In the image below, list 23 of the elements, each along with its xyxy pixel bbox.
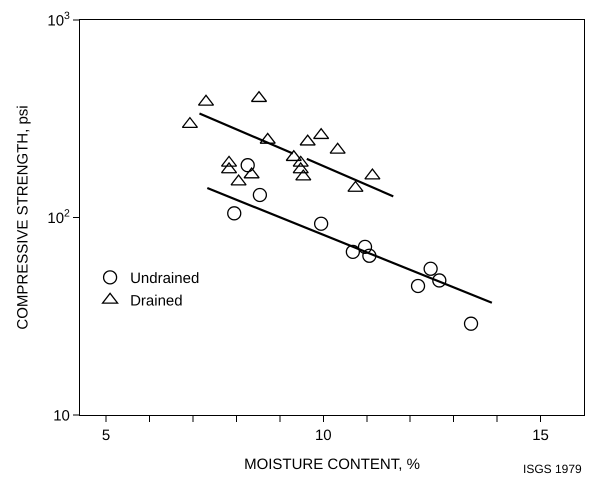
- y-tick-label: 10$^{2}$: [47, 207, 70, 227]
- x-axis-title: MOISTURE CONTENT, %: [244, 456, 420, 474]
- point: [432, 273, 446, 288]
- x-tick-label: 15: [532, 427, 549, 444]
- legend-label: Undrained: [130, 270, 200, 288]
- point: [346, 244, 360, 259]
- point: [252, 188, 268, 202]
- y-axis-title: COMPRESSIVE STRENGTH, psi: [14, 105, 32, 330]
- x-tick-label: 5: [102, 427, 110, 444]
- text: ISGS 1979: [523, 462, 582, 476]
- point: [182, 116, 198, 128]
- point: [314, 216, 328, 231]
- point: [410, 278, 426, 294]
- point: [240, 158, 255, 172]
- point: [423, 262, 438, 276]
- y-tick-label: 10: [53, 407, 70, 424]
- point: [362, 248, 377, 263]
- point: [227, 206, 242, 220]
- point: [464, 316, 478, 331]
- legend-label: Drained: [130, 292, 183, 310]
- x-tick-label: 10: [314, 427, 332, 444]
- y-tick-label: 10$^{3}$: [47, 10, 70, 30]
- point: [358, 240, 372, 254]
